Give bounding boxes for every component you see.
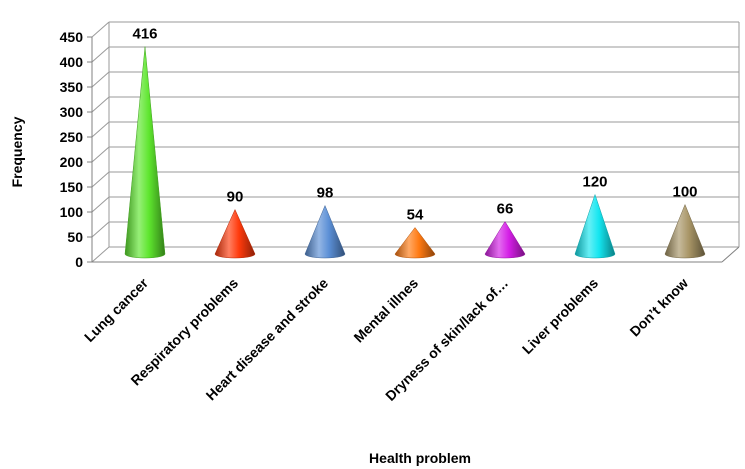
x-tick-label: Don’t know [626, 275, 691, 340]
cone-6 [664, 203, 706, 259]
data-label: 90 [227, 189, 244, 206]
gridline-side [91, 221, 110, 238]
gridline-side [91, 146, 110, 163]
y-tick-label: 250 [60, 129, 84, 145]
cone-2 [304, 204, 346, 259]
gridline-side [91, 171, 110, 188]
data-labels: 416 90 98 54 66 120 100 [132, 26, 697, 224]
gridlines [91, 21, 739, 263]
y-tick-label: 100 [60, 204, 84, 220]
y-tick-label: 450 [60, 29, 84, 45]
data-label: 120 [582, 174, 607, 191]
x-axis-title: Health problem [369, 450, 471, 466]
axes [87, 36, 740, 263]
data-label: 98 [317, 185, 334, 202]
data-label: 100 [672, 184, 697, 201]
cone-4 [484, 221, 526, 259]
cone-1 [214, 208, 256, 259]
gridline-side [91, 121, 110, 138]
cone-5 [574, 193, 616, 259]
y-tick-label: 50 [67, 229, 83, 245]
gridline-side [91, 71, 110, 88]
data-label: 66 [497, 201, 514, 218]
y-tick-label: 150 [60, 179, 84, 195]
gridline-side [91, 96, 110, 113]
y-tick-label: 0 [75, 254, 83, 270]
gridline-side [91, 46, 110, 63]
y-tick-labels: 0 50 100 150 200 250 300 350 400 450 [60, 29, 84, 270]
chart-back-wall [108, 22, 740, 247]
y-axis-title: Frequency [9, 116, 25, 187]
x-tick-label: Lung cancer [81, 274, 152, 345]
x-tick-label: Mental illnes [350, 275, 421, 346]
y-tick-label: 300 [60, 104, 84, 120]
data-label: 54 [407, 207, 424, 224]
gridline-side [91, 196, 110, 213]
y-tick-label: 350 [60, 79, 84, 95]
cone-0 [124, 46, 166, 259]
x-tick-label: Liver problems [519, 275, 601, 357]
cone-3 [394, 227, 436, 259]
data-label: 416 [132, 26, 157, 43]
gridline-side [91, 21, 110, 38]
y-tick-label: 200 [60, 154, 84, 170]
cone-series [124, 46, 706, 259]
y-tick-label: 400 [60, 54, 84, 70]
gridline-side [91, 246, 110, 263]
floor-right-edge [721, 246, 740, 263]
